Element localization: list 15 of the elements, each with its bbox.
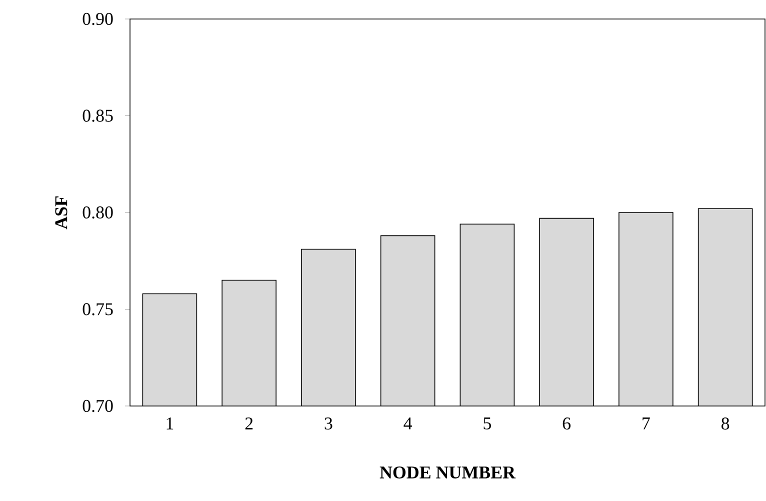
x-tick-label: 2 xyxy=(245,418,253,430)
x-tick-label: 6 xyxy=(562,418,571,430)
x-tick-label: 7 xyxy=(642,417,650,430)
y-tick-label: 0.75 xyxy=(82,303,113,316)
x-tick-label: 8 xyxy=(722,418,730,430)
x-tick-label: 3 xyxy=(324,418,332,430)
x-axis-title: NODE NUMBER xyxy=(380,466,516,478)
y-tick-label: 0.85 xyxy=(82,110,113,122)
x-tick-label: 4 xyxy=(404,417,412,430)
y-tick-label: 0.90 xyxy=(82,12,113,26)
y-axis-title: ASF xyxy=(55,196,68,230)
x-tick-label: 1 xyxy=(166,418,174,430)
x-tick-label: 5 xyxy=(484,417,491,430)
y-tick-label: 0.80 xyxy=(82,206,113,219)
y-tick-label: 0.70 xyxy=(82,400,113,412)
